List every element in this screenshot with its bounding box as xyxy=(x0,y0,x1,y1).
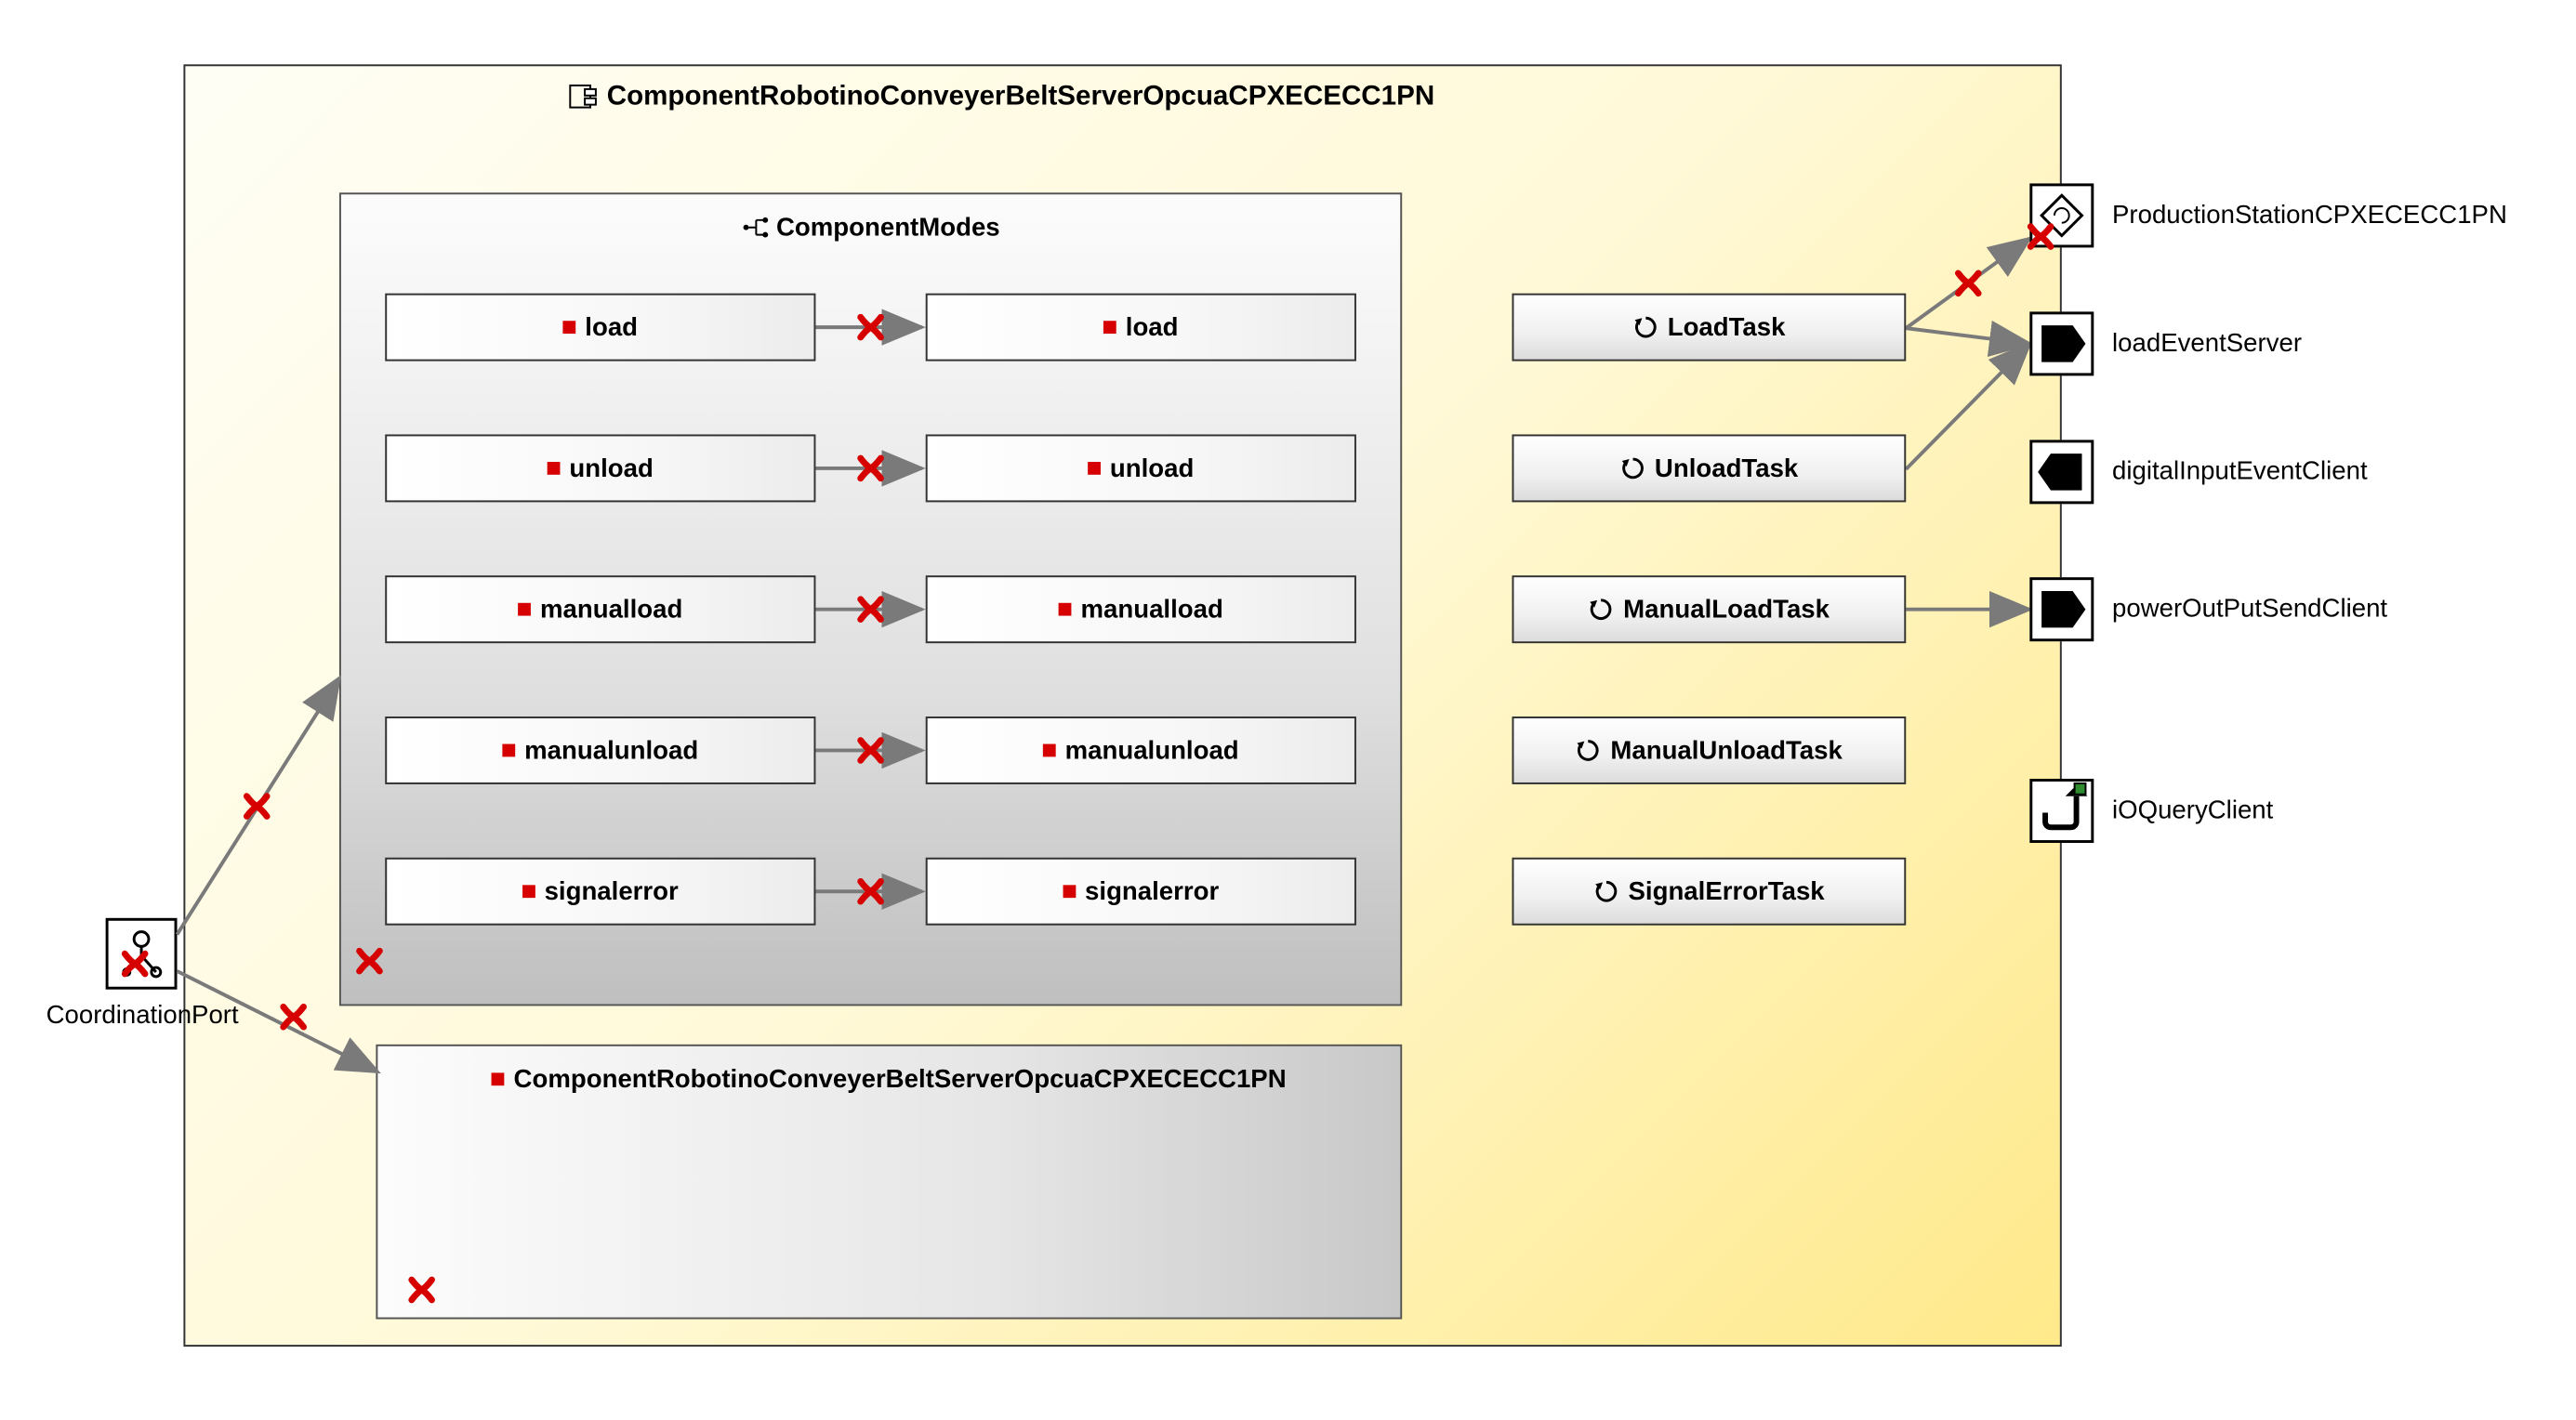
port-pout-icon[interactable] xyxy=(2029,577,2094,641)
red-square-icon xyxy=(522,885,535,898)
component-modes-title: ComponentModes xyxy=(341,213,1400,243)
coordination-port-icon[interactable] xyxy=(106,918,178,990)
bottom-panel: ComponentRobotinoConveyerBeltServerOpcua… xyxy=(376,1045,1402,1320)
component-icon xyxy=(568,82,598,112)
port-prod-label: ProductionStationCPXECECC1PN xyxy=(2112,200,2507,230)
cycle-icon xyxy=(1589,597,1615,623)
red-square-icon xyxy=(1103,321,1116,334)
port-load-icon[interactable] xyxy=(2029,311,2094,375)
red-square-icon xyxy=(1088,462,1101,475)
task-ManualLoadTask[interactable]: ManualLoadTask xyxy=(1512,575,1906,643)
diagram-canvas: ComponentRobotinoConveyerBeltServerOpcua… xyxy=(19,19,2557,1382)
red-square-icon xyxy=(1043,744,1056,757)
mode-right-unload[interactable]: unload xyxy=(926,434,1356,502)
task-label: SignalErrorTask xyxy=(1629,876,1825,906)
component-modes-title-text: ComponentModes xyxy=(776,213,1000,243)
task-label: LoadTask xyxy=(1668,312,1786,342)
mode-right-load[interactable]: load xyxy=(926,294,1356,362)
mode-label: manualload xyxy=(540,595,682,625)
mode-label: load xyxy=(1126,312,1179,342)
mode-label: unload xyxy=(569,454,653,483)
mode-left-unload[interactable]: unload xyxy=(385,434,815,502)
port-prod-icon[interactable] xyxy=(2029,183,2094,247)
cycle-icon xyxy=(1593,878,1619,904)
port-ioq-label: iOQueryClient xyxy=(2112,795,2273,825)
mode-right-manualunload[interactable]: manualunload xyxy=(926,717,1356,784)
cycle-icon xyxy=(1632,314,1658,340)
red-square-icon xyxy=(563,321,576,334)
component-title-text: ComponentRobotinoConveyerBeltServerOpcua… xyxy=(607,81,1434,112)
mode-left-manualunload[interactable]: manualunload xyxy=(385,717,815,784)
port-din-icon[interactable] xyxy=(2029,440,2094,504)
mode-label: manualunload xyxy=(524,736,698,766)
task-SignalErrorTask[interactable]: SignalErrorTask xyxy=(1512,858,1906,926)
red-square-icon xyxy=(518,603,531,616)
bottom-panel-title: ComponentRobotinoConveyerBeltServerOpcua… xyxy=(377,1065,1400,1095)
mode-label: signalerror xyxy=(545,876,679,906)
modes-icon xyxy=(742,216,770,240)
red-square-icon xyxy=(1063,885,1076,898)
mode-label: manualunload xyxy=(1065,736,1239,766)
mode-left-signalerror[interactable]: signalerror xyxy=(385,858,815,926)
green-dot-icon xyxy=(2074,782,2087,795)
task-LoadTask[interactable]: LoadTask xyxy=(1512,294,1906,362)
task-label: UnloadTask xyxy=(1655,454,1798,483)
port-pout-label: powerOutPutSendClient xyxy=(2112,594,2387,624)
port-load-label: loadEventServer xyxy=(2112,328,2302,358)
mode-label: signalerror xyxy=(1085,876,1219,906)
task-ManualUnloadTask[interactable]: ManualUnloadTask xyxy=(1512,717,1906,784)
coordination-port-label: CoordinationPort xyxy=(46,1001,239,1031)
mode-right-signalerror[interactable]: signalerror xyxy=(926,858,1356,926)
red-square-icon xyxy=(502,744,515,757)
red-square-icon xyxy=(1059,603,1072,616)
task-UnloadTask[interactable]: UnloadTask xyxy=(1512,434,1906,502)
task-label: ManualLoadTask xyxy=(1623,595,1830,625)
task-label: ManualUnloadTask xyxy=(1610,736,1842,766)
red-square-icon xyxy=(492,1072,505,1085)
component-title: ComponentRobotinoConveyerBeltServerOpcua… xyxy=(568,81,1434,112)
mode-right-manualload[interactable]: manualload xyxy=(926,575,1356,643)
mode-label: load xyxy=(585,312,638,342)
mode-label: manualload xyxy=(1080,595,1222,625)
cycle-icon xyxy=(1619,455,1645,481)
bottom-panel-title-text: ComponentRobotinoConveyerBeltServerOpcua… xyxy=(514,1065,1287,1095)
mode-left-load[interactable]: load xyxy=(385,294,815,362)
mode-label: unload xyxy=(1110,454,1194,483)
port-din-label: digitalInputEventClient xyxy=(2112,456,2368,486)
mode-left-manualload[interactable]: manualload xyxy=(385,575,815,643)
red-square-icon xyxy=(548,462,561,475)
cycle-icon xyxy=(1576,738,1602,764)
